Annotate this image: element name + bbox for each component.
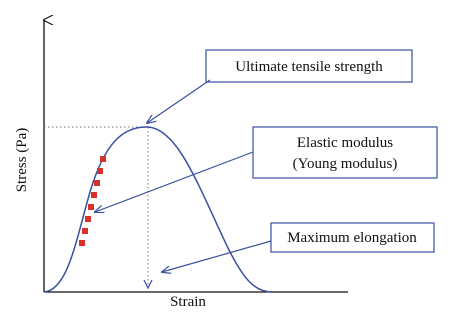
callout-box (252, 126, 438, 179)
elastic-markers (79, 156, 106, 246)
callout-text: Ultimate tensile strength (235, 59, 383, 75)
callout-arrow (95, 151, 254, 212)
callout-box (270, 222, 435, 253)
callout-arrow (162, 240, 272, 272)
arrow-head (143, 279, 153, 290)
callout-text: Maximum elongation (287, 230, 417, 246)
callout-arrow (147, 79, 211, 123)
callout-box (205, 49, 413, 83)
callout-text: Elastic modulus (297, 135, 393, 151)
x-axis-label: Strain (170, 294, 206, 310)
y-axis-label: Stress (Pa) (14, 128, 30, 193)
callout-text: (Young modulus) (293, 156, 398, 172)
stress-strain-curve (43, 126, 273, 293)
